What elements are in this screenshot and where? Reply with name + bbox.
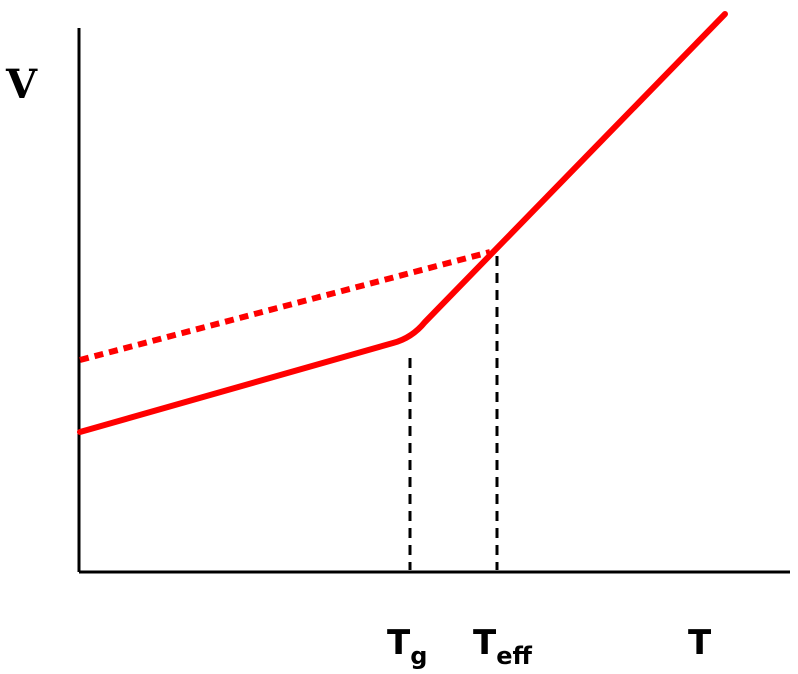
tg-label: Tg xyxy=(387,623,427,670)
teff-label-sub: eff xyxy=(496,642,532,670)
tg-label-sub: g xyxy=(410,642,427,670)
teff-label-main: T xyxy=(473,623,497,663)
extrapolated-glass-line xyxy=(79,249,491,363)
x-axis-label: T xyxy=(688,623,712,663)
tg-label-main: T xyxy=(387,623,411,663)
teff-label: Teff xyxy=(473,623,532,670)
y-axis-label: V xyxy=(5,61,38,108)
volume-curve xyxy=(77,11,728,435)
